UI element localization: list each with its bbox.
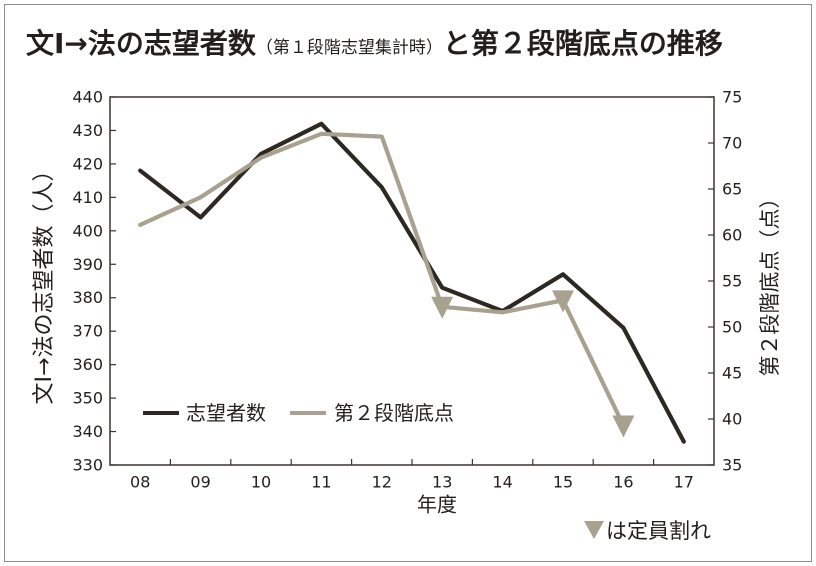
left-axis-tick-label: 400 xyxy=(72,221,103,240)
x-axis-tick-label: 09 xyxy=(190,473,210,492)
x-axis-tick-label: 08 xyxy=(130,473,150,492)
right-axis-tick-label: 35 xyxy=(722,456,742,475)
left-axis-tick-label: 360 xyxy=(72,355,103,374)
under-capacity-marker xyxy=(431,296,454,319)
right-axis-tick-label: 60 xyxy=(722,226,742,245)
under-capacity-marker xyxy=(552,290,574,313)
left-axis-tick-label: 420 xyxy=(72,154,103,173)
chart-frame xyxy=(4,4,812,562)
x-axis-tick-label: 10 xyxy=(251,473,271,492)
left-axis-tick-label: 350 xyxy=(72,389,103,408)
left-axis-tick-label: 410 xyxy=(72,188,103,207)
left-axis-tick-label: 430 xyxy=(72,121,103,140)
left-axis-tick-label: 380 xyxy=(72,288,103,307)
legend-label-applicants: 志望者数 xyxy=(186,401,266,425)
right-axis-tick-label: 65 xyxy=(722,180,742,199)
chart-title-note: （第１段階志望集計時） xyxy=(255,38,443,58)
x-axis-tick-label: 14 xyxy=(492,473,512,492)
x-axis-tick-label: 11 xyxy=(311,473,331,492)
x-axis-tick-label: 17 xyxy=(674,473,694,492)
left-axis-tick-label: 370 xyxy=(72,322,103,341)
x-axis-tick-label: 16 xyxy=(613,473,633,492)
legend-label-min-score: 第２段階底点 xyxy=(334,401,454,425)
annotation: は定員割れ xyxy=(584,516,711,544)
right-axis-label: 第２段階底点（点） xyxy=(758,187,782,377)
left-axis-tick-label: 340 xyxy=(72,422,103,441)
x-axis-label: 年度 xyxy=(417,492,457,517)
under-capacity-marker xyxy=(612,415,635,438)
right-axis-tick-label: 45 xyxy=(722,364,742,383)
x-axis-tick-label: 15 xyxy=(553,473,573,492)
annotation-text: は定員割れ xyxy=(606,519,711,543)
x-axis-tick-label: 12 xyxy=(372,473,392,492)
series-line-0 xyxy=(138,121,686,444)
right-axis-tick-label: 75 xyxy=(722,88,742,107)
right-axis-tick-label: 50 xyxy=(722,318,742,337)
down-triangle-icon xyxy=(584,521,604,539)
left-axis-tick-label: 390 xyxy=(72,255,103,274)
chart-title: 文Ⅰ→法の志望者数（第１段階志望集計時）と第２段階底点の推移 xyxy=(26,24,723,68)
left-axis-label: 文Ⅰ→法の志望者数（人） xyxy=(32,159,57,405)
left-axis-tick-label: 330 xyxy=(72,456,103,475)
legend-swatch-applicants xyxy=(143,411,179,415)
right-axis-tick-label: 55 xyxy=(722,272,742,291)
chart-title-tail: と第２段階底点の推移 xyxy=(442,27,723,60)
right-axis-tick-label: 40 xyxy=(722,410,742,429)
right-axis-tick-label: 70 xyxy=(722,134,742,153)
left-axis-tick-label: 440 xyxy=(72,88,103,107)
chart-title-main: 文Ⅰ→法の志望者数 xyxy=(26,27,256,60)
legend-swatch-min-score xyxy=(290,411,326,415)
x-axis-tick-label: 13 xyxy=(432,473,452,492)
